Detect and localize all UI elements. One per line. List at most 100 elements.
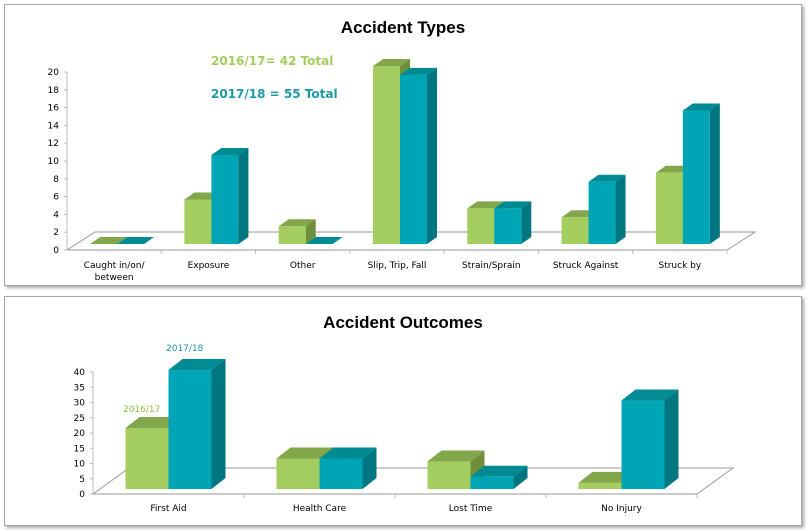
y-tick-label: 8 [53,175,59,185]
bar-2017-18 [319,447,377,489]
x-category-label: Lost Time [449,504,493,514]
bar-2016-17 [90,237,128,244]
bar-front [655,172,683,244]
x-category-label: Struck by [658,261,701,271]
bar-2017-18 [682,103,720,244]
bar-top [90,237,128,244]
y-tick-label: 0 [53,246,59,256]
bar-front [278,226,306,244]
bar-top [168,359,226,371]
annotation-2017-total: 2017/18 = 55 Total [211,87,338,101]
y-tick-label: 10 [48,157,60,167]
x-category-label: Other [290,261,316,271]
y-tick-label: 15 [74,444,85,454]
bar-front [400,74,427,245]
y-tick-label: 20 [74,429,86,439]
y-tick-label: 25 [74,414,85,424]
x-category-label: Caught in/on/ [84,261,146,271]
bar-front [373,66,400,244]
bar-front [211,155,239,244]
bar-top [621,389,679,401]
bar-2017-18 [305,237,343,244]
accident-types-chart-panel: Accident Types 2016/17= 42 Total 2017/18… [4,4,802,286]
bar-side [521,201,532,244]
bar-2016-17 [278,219,316,244]
chart-floor [91,467,735,495]
chart-title: Accident Types [341,18,465,37]
y-tick-label: 5 [79,475,85,485]
bar-2017-18 [588,174,626,244]
y-tick-label: 6 [53,193,59,203]
bar-top [578,471,636,483]
y-tick-label: 20 [48,68,60,78]
accident-outcomes-chart-panel: Accident Outcomes 2016/17 2017/18 0 5 10 15… [4,296,802,526]
bar-top [588,174,626,182]
y-tick-label: 18 [48,86,60,96]
y-tick-label: 2 [53,228,59,238]
bar-top [427,450,485,462]
y-tick-label: 12 [48,139,59,149]
bar-2017-18 [211,148,249,244]
bar-side [709,103,720,244]
bar-top [125,417,183,428]
bar-front [168,370,212,489]
bar-2017-18 [621,389,679,489]
bar-front [125,428,169,489]
bar-side [211,359,226,489]
x-category-label: Exposure [188,261,230,271]
bar-2017-18 [494,201,532,244]
bar-top [494,201,532,209]
x-category-label: Slip, Trip, Fall [368,261,427,271]
bar-side [427,67,437,245]
annotation-2016-label: 2016/17 [123,405,160,415]
x-category-label: Strain/Sprain [462,261,521,271]
bar-top [319,447,377,459]
bar-front [184,199,212,244]
x-category-label: First Aid [150,504,186,514]
bar-side [305,219,316,244]
bar-top [305,237,343,244]
bar-front [276,458,320,489]
bar-front [467,208,495,244]
bar-top [276,447,334,459]
bar-front [682,110,710,244]
bar-front [621,400,665,489]
bar-side [513,465,528,489]
bar-top [470,465,528,477]
bar-front [561,217,589,244]
y-tick-label: 0 [79,490,85,500]
bar-front [578,482,622,489]
bar-top [117,237,155,244]
bar-side [362,447,377,489]
bar-top [467,201,505,209]
x-category-label: Health Care [293,504,347,514]
bar-side [664,389,679,489]
bar-front [319,458,363,489]
bar-2017-18 [168,359,226,489]
y-tick-label: 10 [74,460,86,470]
bar-front [588,181,616,244]
bar-2017-18 [400,67,437,245]
bar-front [494,208,522,244]
y-tick-label: 14 [48,121,60,131]
bar-top [682,103,720,111]
bar-front [427,461,471,489]
annotation-2016-total: 2016/17= 42 Total [211,54,333,68]
accident-types-chart: Accident Types 2016/17= 42 Total 2017/18… [48,18,757,283]
chart-title: Accident Outcomes [323,313,483,332]
y-tick-label: 35 [74,383,85,393]
y-tick-label: 40 [74,368,86,378]
bar-2017-18 [117,237,155,244]
bar-top [211,148,249,155]
bar-side [615,174,626,244]
accident-outcomes-chart: Accident Outcomes 2016/17 2017/18 0 5 10 15… [74,313,735,514]
y-tick-label: 4 [53,210,59,220]
bar-top [373,59,410,66]
x-category-label: between [95,273,134,283]
bar-top [278,219,316,227]
bar-top [400,67,437,75]
y-tick-label: 16 [48,104,60,114]
bar-front [470,476,514,489]
y-tick-label: 30 [74,399,86,409]
bar-side [238,148,249,244]
